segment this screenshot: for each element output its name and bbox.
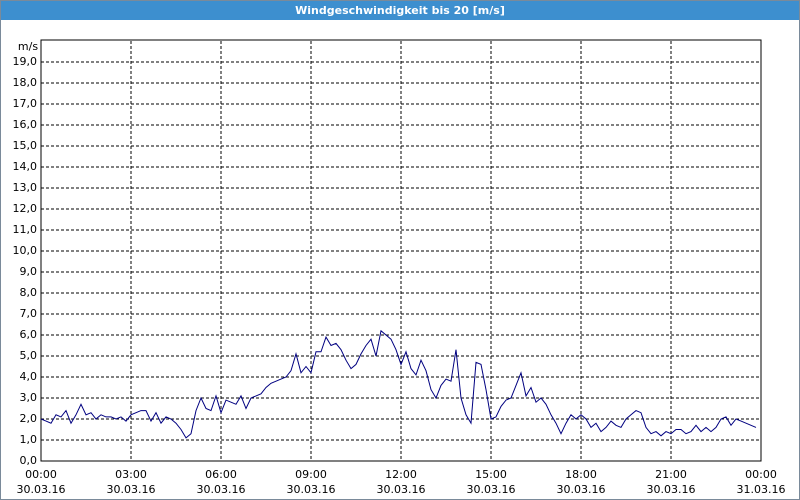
- y-tick-label: 1,0: [20, 433, 38, 446]
- y-tick-label: 0,0: [20, 454, 38, 467]
- y-tick-label: 15,0: [13, 139, 38, 152]
- y-tick-label: 5,0: [20, 349, 38, 362]
- x-tick-label: 12:00: [385, 468, 417, 481]
- y-tick-label: 18,0: [13, 76, 38, 89]
- y-tick-label: 17,0: [13, 97, 38, 110]
- y-tick-label: 9,0: [20, 265, 38, 278]
- y-tick-label: 8,0: [20, 286, 38, 299]
- x-tick-label: 00:00: [25, 468, 57, 481]
- x-tick-date: 30.03.16: [467, 483, 516, 496]
- y-tick-label: 4,0: [20, 370, 38, 383]
- x-tick-date: 30.03.16: [17, 483, 66, 496]
- y-tick-label: 12,0: [13, 202, 38, 215]
- y-tick-label: 7,0: [20, 307, 38, 320]
- y-tick-label: 11,0: [13, 223, 38, 236]
- x-tick-label: 00:00: [745, 468, 777, 481]
- x-tick-date: 31.03.16: [737, 483, 786, 496]
- y-tick-label: 14,0: [13, 160, 38, 173]
- y-tick-label: 19,0: [13, 55, 38, 68]
- x-tick-date: 30.03.16: [557, 483, 606, 496]
- x-tick-date: 30.03.16: [377, 483, 426, 496]
- y-tick-label: 3,0: [20, 391, 38, 404]
- x-tick-date: 30.03.16: [197, 483, 246, 496]
- x-tick-label: 03:00: [115, 468, 147, 481]
- title-bar: [1, 1, 799, 20]
- x-tick-label: 18:00: [565, 468, 597, 481]
- x-tick-date: 30.03.16: [107, 483, 156, 496]
- x-tick-label: 06:00: [205, 468, 237, 481]
- x-tick-label: 21:00: [655, 468, 687, 481]
- y-tick-label: 6,0: [20, 328, 38, 341]
- y-tick-label: 2,0: [20, 412, 38, 425]
- wind-line: [40, 329, 757, 439]
- plot-frame: [40, 39, 762, 462]
- x-tick-date: 30.03.16: [647, 483, 696, 496]
- y-tick-label: 13,0: [13, 181, 38, 194]
- x-tick-label: 15:00: [475, 468, 507, 481]
- y-tick-label: 10,0: [13, 244, 38, 257]
- x-tick-date: 30.03.16: [287, 483, 336, 496]
- chart-title: Windgeschwindigkeit bis 20 [m/s]: [295, 4, 505, 17]
- x-tick-label: 09:00: [295, 468, 327, 481]
- y-tick-label: 16,0: [13, 118, 38, 131]
- y-axis-label: m/s: [18, 40, 38, 53]
